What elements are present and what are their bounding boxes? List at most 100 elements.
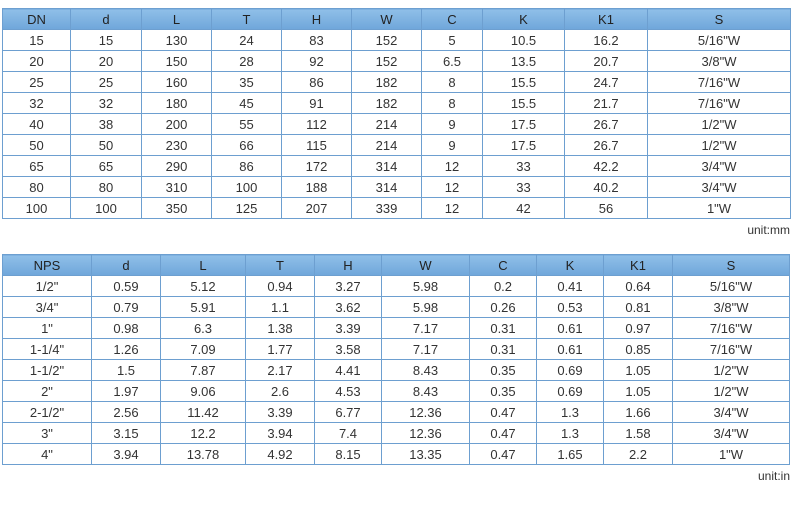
- table-cell: 100: [70, 197, 142, 219]
- table-cell: 40: [2, 113, 71, 135]
- table-cell: 0.69: [536, 380, 604, 402]
- table-cell: 1/2"W: [647, 134, 791, 156]
- table-row: 3/4" 0.79 5.91 1.1 3.62 5.98 0.26 0.53 0.81 3/8"W: [2, 296, 790, 318]
- table-cell: 20: [70, 50, 142, 72]
- table-cell: 5.98: [381, 296, 470, 318]
- table-cell: 80: [70, 176, 142, 198]
- table-cell: 13.35: [381, 443, 470, 465]
- table-cell: 1"W: [672, 443, 790, 465]
- table-cell: 21.7: [564, 92, 648, 114]
- table-cell: 92: [281, 50, 352, 72]
- table-cell: 1.26: [91, 338, 161, 360]
- table-cell: 4.53: [314, 380, 382, 402]
- table-cell: 7/16"W: [672, 338, 790, 360]
- table-cell: 1.1: [245, 296, 315, 318]
- table-cell: 1.3: [536, 422, 604, 444]
- table-cell: 12: [421, 155, 483, 177]
- table-cell: 26.7: [564, 113, 648, 135]
- table-cell: 0.79: [91, 296, 161, 318]
- column-header: W: [351, 8, 422, 30]
- table-cell: 1.65: [536, 443, 604, 465]
- data-table: NPS d L T H W C K K1 S 1/2" 0.59 5.12 0.94 3.27 5.98 0.2…: [2, 254, 790, 465]
- table-cell: 0.69: [536, 359, 604, 381]
- table-cell: 152: [351, 29, 422, 51]
- table-cell: 86: [281, 71, 352, 93]
- table-cell: 1.38: [245, 317, 315, 339]
- table-cell: 0.2: [469, 275, 537, 297]
- table-cell: 1.58: [603, 422, 673, 444]
- table-cell: 1.77: [245, 338, 315, 360]
- table-cell: 125: [211, 197, 282, 219]
- column-header: C: [469, 254, 537, 276]
- table-cell: 2": [2, 380, 92, 402]
- table-cell: 1.05: [603, 359, 673, 381]
- table-cell: 86: [211, 155, 282, 177]
- table-cell: 3/8"W: [672, 296, 790, 318]
- table-cell: 182: [351, 71, 422, 93]
- table-cell: 26.7: [564, 134, 648, 156]
- table-cell: 5.91: [160, 296, 246, 318]
- table-cell: 5/16"W: [672, 275, 790, 297]
- table-cell: 0.31: [469, 338, 537, 360]
- table-cell: 3.94: [91, 443, 161, 465]
- table-cell: 0.47: [469, 401, 537, 423]
- table-cell: 350: [141, 197, 212, 219]
- column-header: K1: [564, 8, 648, 30]
- column-header: d: [91, 254, 161, 276]
- table-cell: 2.56: [91, 401, 161, 423]
- column-header: K: [482, 8, 565, 30]
- table-cell: 55: [211, 113, 282, 135]
- table-cell: 3.39: [245, 401, 315, 423]
- table-cell: 0.94: [245, 275, 315, 297]
- table-cell: 32: [70, 92, 142, 114]
- table-cell: 7/16"W: [672, 317, 790, 339]
- column-header: L: [160, 254, 246, 276]
- table-cell: 214: [351, 134, 422, 156]
- table-cell: 0.41: [536, 275, 604, 297]
- column-header: S: [647, 8, 791, 30]
- table-cell: 188: [281, 176, 352, 198]
- table-cell: 15.5: [482, 92, 565, 114]
- table-cell: 3/4"W: [647, 155, 791, 177]
- table-cell: 1-1/4": [2, 338, 92, 360]
- table-row: 1-1/2" 1.5 7.87 2.17 4.41 8.43 0.35 0.69 1.05 1/2…: [2, 359, 790, 381]
- table-cell: 33: [482, 176, 565, 198]
- column-header: T: [211, 8, 282, 30]
- table-cell: 7.4: [314, 422, 382, 444]
- table-cell: 15: [2, 29, 71, 51]
- table-row: 2" 1.97 9.06 2.6 4.53 8.43 0.35 0.69 1.05 1/2"W: [2, 380, 790, 402]
- column-header: K: [536, 254, 604, 276]
- table-cell: 80: [2, 176, 71, 198]
- table-cell: 1/2"W: [647, 113, 791, 135]
- table-row: 50 50 230 66 115 214 9 17.5 26.7 1/2"W: [2, 134, 791, 156]
- table-cell: 7.17: [381, 338, 470, 360]
- table-cell: 0.35: [469, 359, 537, 381]
- table-cell: 3": [2, 422, 92, 444]
- column-header: W: [381, 254, 470, 276]
- table-cell: 3/4"W: [672, 401, 790, 423]
- table-row: 3" 3.15 12.2 3.94 7.4 12.36 0.47 1.3 1.58 3/4"W: [2, 422, 790, 444]
- table-row: 15 15 130 24 83 152 5 10.5 16.2 5/16"W: [2, 29, 791, 51]
- column-header: C: [421, 8, 483, 30]
- table-cell: 0.81: [603, 296, 673, 318]
- table-cell: 91: [281, 92, 352, 114]
- table-row: 20 20 150 28 92 152 6.5 13.5 20.7 3/8"W: [2, 50, 791, 72]
- table-cell: 2-1/2": [2, 401, 92, 423]
- table-cell: 20.7: [564, 50, 648, 72]
- table-cell: 0.64: [603, 275, 673, 297]
- table-cell: 0.53: [536, 296, 604, 318]
- table-cell: 25: [70, 71, 142, 93]
- table-cell: 6.3: [160, 317, 246, 339]
- table-cell: 20: [2, 50, 71, 72]
- table-cell: 3/8"W: [647, 50, 791, 72]
- table-cell: 42.2: [564, 155, 648, 177]
- table-cell: 2.17: [245, 359, 315, 381]
- table-cell: 5/16"W: [647, 29, 791, 51]
- table-cell: 11.42: [160, 401, 246, 423]
- table-cell: 8.43: [381, 380, 470, 402]
- data-table: DN d L T H W C K K1 S 15 15 130 24 83 152 5 10.5 16.2 5/16"…: [2, 8, 791, 219]
- table-cell: 100: [211, 176, 282, 198]
- table-cell: 0.61: [536, 338, 604, 360]
- table-cell: 0.59: [91, 275, 161, 297]
